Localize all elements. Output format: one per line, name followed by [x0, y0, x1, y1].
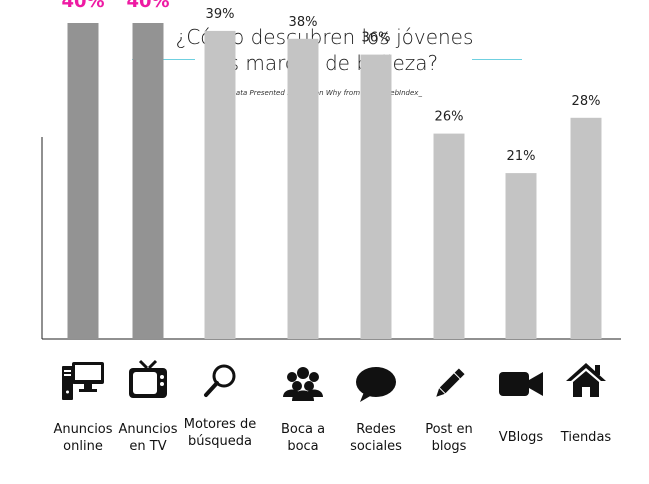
house-icon [564, 360, 608, 404]
category-label-8: Tiendas [560, 430, 612, 445]
bar-8 [570, 117, 602, 339]
category-label-5: Redes sociales [350, 422, 402, 454]
chart-title-line-2: las marcas de belleza? [210, 51, 439, 75]
category-label-3: Motores de búsqueda [183, 417, 257, 449]
bar-3 [204, 30, 236, 340]
value-label-1: 40% [61, 0, 104, 12]
search-icon [200, 361, 240, 405]
value-label-8: 28% [572, 94, 601, 109]
value-label-7: 21% [507, 149, 536, 164]
value-label-5: 36% [362, 31, 391, 46]
chart-subtitle: _Data Presented by Reason Why from Globa… [227, 89, 422, 97]
tv-icon [126, 358, 170, 406]
people-icon [280, 363, 326, 407]
bar-6 [433, 133, 465, 339]
category-label-1: Anuncios online [53, 422, 113, 454]
value-label-2: 40% [126, 0, 169, 12]
value-label-6: 26% [435, 110, 464, 125]
computer-icon [60, 358, 106, 406]
category-label-7: VBlogs [498, 430, 544, 445]
video-camera-icon [497, 366, 545, 406]
bar-1 [67, 23, 99, 339]
speech-bubble-icon [354, 364, 398, 408]
title-rule-right [472, 59, 522, 60]
bar-5 [360, 54, 392, 339]
value-label-3: 39% [206, 7, 235, 22]
bar-2 [132, 23, 164, 339]
bar-4 [287, 38, 319, 340]
bar-7 [505, 173, 537, 339]
category-label-2: Anuncios en TV [118, 422, 178, 454]
pencil-icon [429, 364, 469, 408]
category-label-6: Post en blogs [425, 422, 473, 454]
value-label-4: 38% [289, 15, 318, 30]
category-label-4: Boca a boca [280, 422, 326, 454]
